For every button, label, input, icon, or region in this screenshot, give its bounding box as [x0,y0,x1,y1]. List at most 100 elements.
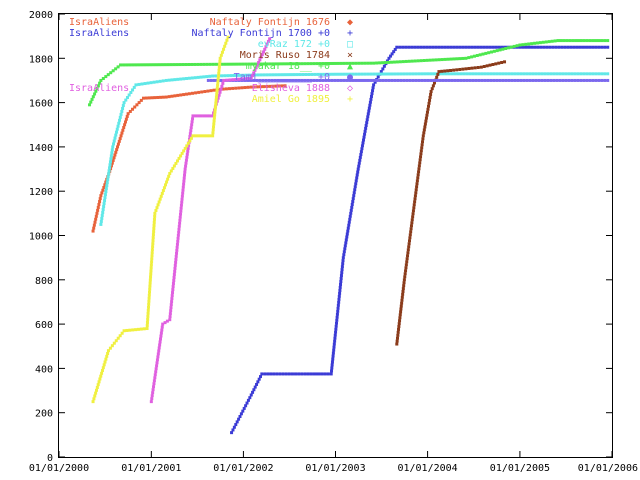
data-point [193,76,197,80]
data-point [465,78,469,82]
data-point [365,118,369,122]
data-point [163,183,167,187]
data-point [456,78,460,82]
data-point [115,130,119,134]
data-point [108,166,112,170]
data-point [217,71,221,75]
data-point [268,62,272,66]
data-point [372,61,376,65]
data-point [216,83,220,87]
data-point [229,74,233,78]
data-point [212,88,216,92]
data-point [331,72,335,76]
data-point [416,176,420,180]
data-point [494,45,498,49]
data-point [552,78,556,82]
data-point [298,73,302,77]
data-point [339,72,343,76]
data-point [318,62,322,66]
data-point [122,126,126,130]
data-point [330,366,334,370]
data-point [557,45,561,49]
data-point [564,72,568,76]
data-point [102,363,106,367]
data-point [228,78,232,82]
data-point [270,78,274,82]
data-point [252,71,256,75]
data-point [259,55,263,59]
data-point [214,104,218,108]
data-point [119,134,123,138]
data-point [231,78,235,82]
series-0 [91,84,287,233]
data-point [467,66,471,70]
data-point [152,217,156,221]
data-point [404,263,408,267]
data-point [179,77,183,81]
data-point [510,78,514,82]
data-point [225,38,229,42]
data-point [560,45,564,49]
data-point [161,95,165,99]
data-point [392,50,396,54]
data-point [222,47,226,51]
data-point [545,45,549,49]
data-point [179,206,183,210]
data-point [142,96,146,100]
data-point [185,92,189,96]
data-point [492,78,496,82]
data-point [338,285,342,289]
data-point [215,89,219,93]
data-point [341,256,345,260]
data-point [111,142,115,146]
data-point [398,60,402,64]
data-point [128,63,132,67]
data-point [193,62,197,66]
data-point [549,78,553,82]
data-point [422,131,426,135]
data-point [102,202,106,206]
data-point [183,167,187,171]
data-point [177,227,181,231]
data-point [149,269,153,273]
data-point [266,39,270,43]
data-point [395,336,399,340]
data-point [177,156,181,160]
data-point [212,116,216,120]
data-point [96,205,100,209]
data-point [237,417,241,421]
data-point [99,219,103,223]
data-point [277,62,281,66]
data-point [417,167,421,171]
data-point [600,72,604,76]
data-point [546,78,550,82]
data-point [185,155,189,159]
data-point [180,197,184,201]
data-point [524,42,528,46]
data-point [241,409,245,413]
data-point [567,72,571,76]
data-point [282,78,286,82]
data-point [216,80,220,84]
data-point [255,78,259,82]
data-point [118,137,122,141]
data-point [452,68,456,72]
data-point [345,61,349,65]
data-point [221,81,225,85]
data-point [160,63,164,67]
data-point [249,85,253,89]
data-point [413,197,417,201]
legend-marker: □ [347,39,353,50]
data-point [402,281,406,285]
data-point [291,78,295,82]
data-point [353,185,357,189]
data-point [175,245,179,249]
data-point [267,78,271,82]
data-point [144,96,148,100]
data-point [389,60,393,64]
data-point [220,62,224,66]
data-point [369,72,373,76]
data-point [212,122,216,126]
data-point [120,109,124,113]
data-point [219,53,223,57]
